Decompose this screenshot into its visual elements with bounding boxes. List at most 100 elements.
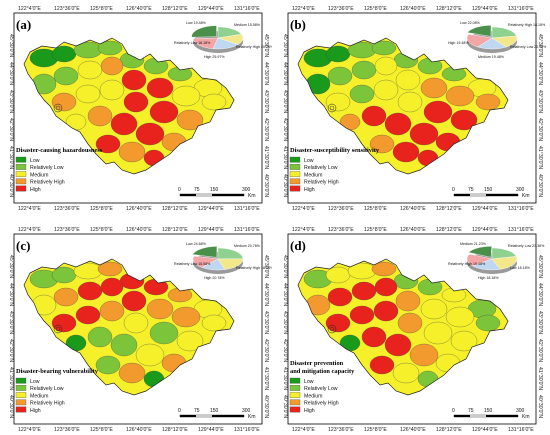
pie-label: Medium 19.48%: [478, 55, 505, 59]
district-region: [384, 333, 412, 357]
lat-label-right: 44°30'0"N: [537, 283, 543, 306]
scale-tick: 0: [452, 408, 455, 414]
pie-label: Relatively High 18.18%: [236, 266, 272, 270]
panel-label: (a): [16, 17, 31, 32]
pie-label: High 25.97%: [204, 55, 225, 59]
legend-swatch: [289, 406, 301, 413]
legend-swatch: [289, 377, 301, 384]
lat-label-left: 44°30'0"N: [8, 62, 14, 85]
lon-label-bottom: 126°40'0"E: [400, 427, 426, 433]
district-region: [395, 290, 421, 312]
scale-tick: 300: [242, 408, 251, 414]
province-regions: [298, 38, 508, 174]
district-region: [409, 343, 439, 367]
district-region: [445, 85, 475, 107]
lon-label-top: 128°12'0"E: [162, 6, 188, 12]
lon-label-top: 128°12'0"E: [162, 227, 188, 233]
lon-label-top: 123°36'0"E: [328, 6, 354, 12]
district-region: [201, 93, 227, 111]
district-region: [110, 112, 138, 136]
pie-slice: [191, 25, 217, 38]
pie-slice: [491, 26, 517, 39]
scale-bar-segment: [486, 194, 518, 196]
scale-tick: 75: [468, 187, 474, 193]
lon-label-bottom: 125°8'0"E: [90, 206, 113, 212]
pie-label: Relatively High 19.48%: [448, 262, 486, 266]
lat-label-left: 43°30'0"N: [282, 311, 288, 334]
district-region: [51, 45, 77, 63]
district-region: [361, 326, 387, 348]
pie-label: Low 24.68%: [186, 242, 207, 246]
lon-label-bottom: 129°44'0"E: [198, 206, 224, 212]
city-outline: [53, 103, 63, 113]
lon-label-bottom: 128°12'0"E: [162, 206, 188, 212]
district-region: [135, 343, 165, 367]
district-region: [100, 56, 124, 76]
lon-label-bottom: 131°16'0"E: [234, 427, 260, 433]
pie-label: Medium 21.23%: [460, 242, 487, 246]
lat-label-right: 45°30'0"N: [537, 34, 543, 57]
lat-label-right: 40°30'0"N: [263, 395, 269, 418]
lon-label-bottom: 128°12'0"E: [162, 427, 188, 433]
district-region: [53, 66, 79, 86]
lat-label-right: 42°30'0"N: [537, 339, 543, 362]
lon-label-bottom: 129°44'0"E: [472, 427, 498, 433]
district-region: [87, 326, 113, 348]
legend-swatch: [289, 178, 301, 185]
district-region: [392, 362, 420, 384]
pie-label: Relatively High 18.18%: [508, 23, 546, 27]
scale-bar-segment: [486, 415, 518, 417]
pie-slice: [217, 247, 244, 260]
lon-label-top: 123°36'0"E: [54, 6, 80, 12]
district-region: [371, 40, 397, 56]
legend-label: Medium: [30, 393, 48, 399]
scale-tick: 75: [194, 408, 200, 414]
map-panel-b: 122°4'0"E 122°4'0"E 123°36'0"E 123°36'0"E 12…: [278, 4, 546, 212]
lat-label-right: 41°30'0"N: [263, 367, 269, 390]
lon-label-bottom: 131°16'0"E: [508, 206, 534, 212]
scale-tick: 150: [484, 187, 493, 193]
district-region: [325, 92, 351, 112]
district-region: [51, 92, 77, 112]
lat-label-right: 44°30'0"N: [537, 62, 543, 85]
lon-label-top: 126°40'0"E: [126, 6, 152, 12]
city-outline: [55, 105, 61, 111]
district-region: [325, 313, 351, 333]
legend-label: Low: [304, 379, 314, 385]
scale-bar-segment: [180, 194, 196, 196]
lon-label-top: 123°36'0"E: [54, 227, 80, 233]
district-region: [392, 141, 420, 163]
district-region: [99, 79, 125, 101]
province-regions: [298, 259, 508, 395]
lon-label-bottom: 123°36'0"E: [54, 427, 80, 433]
lat-label-left: 43°30'0"N: [8, 311, 14, 334]
lon-label-top: 125°8'0"E: [90, 227, 113, 233]
lat-label-left: 44°30'0"N: [8, 283, 14, 306]
legend-label: Relatively Low: [304, 386, 338, 392]
pie-slice: [466, 253, 493, 267]
lat-label-left: 41°30'0"N: [8, 367, 14, 390]
district-region: [349, 305, 375, 325]
district-region: [176, 109, 204, 131]
lon-label-bottom: 122°4'0"E: [292, 206, 315, 212]
pie-slice: [192, 246, 218, 258]
district-region: [349, 84, 375, 104]
pie-slice: [467, 25, 492, 37]
district-region: [369, 355, 395, 375]
district-region: [146, 298, 174, 320]
legend-label: Relatively Low: [30, 165, 64, 171]
legend-swatch: [289, 164, 301, 170]
district-region: [121, 290, 147, 312]
legend-swatch: [289, 399, 301, 406]
lat-label-left: 41°30'0"N: [282, 146, 288, 169]
pie-slice: [468, 246, 492, 258]
lon-label-bottom: 123°36'0"E: [54, 206, 80, 212]
scale-tick: 300: [242, 187, 251, 193]
province-regions: [24, 259, 234, 395]
legend-label: Relatively High: [30, 401, 65, 407]
scale-tick: 150: [210, 187, 219, 193]
district-region: [171, 306, 201, 328]
lat-label-left: 45°30'0"N: [282, 34, 288, 57]
legend-label: Medium: [304, 393, 322, 399]
scale-tick: 0: [178, 408, 181, 414]
